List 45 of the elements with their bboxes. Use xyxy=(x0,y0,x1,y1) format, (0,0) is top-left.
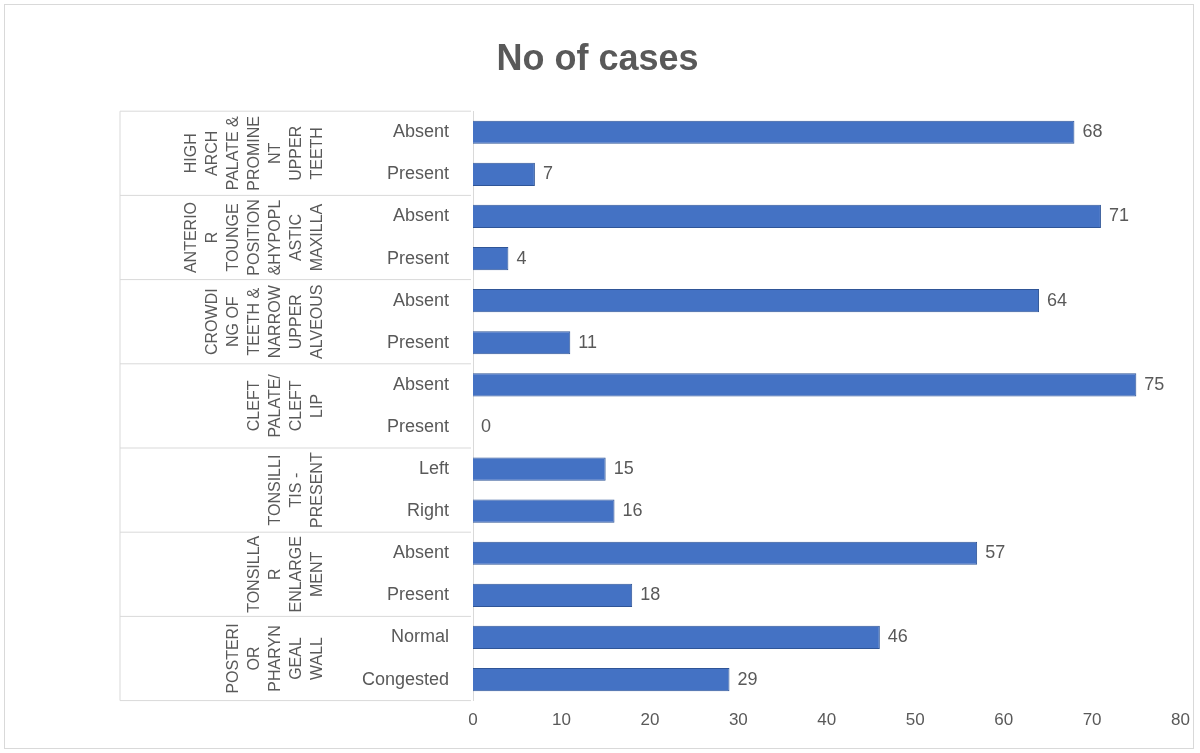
y-tick-label: Congested xyxy=(361,668,449,689)
x-tick-label: 50 xyxy=(905,710,925,730)
x-tick-label: 10 xyxy=(551,710,571,730)
y-tick-label: Absent xyxy=(392,373,449,394)
data-label: 0 xyxy=(481,415,492,436)
data-label: 57 xyxy=(985,542,1006,563)
text: TONSILLITIS - PRESENT xyxy=(266,452,326,528)
x-tick-label: 40 xyxy=(817,710,837,730)
data-label: 71 xyxy=(1108,205,1129,226)
x-tick-label: 20 xyxy=(640,710,660,730)
y-tick-label: Present xyxy=(386,247,449,268)
data-label: 16 xyxy=(622,500,643,521)
data-label: 11 xyxy=(578,331,597,352)
y-tick-label: Present xyxy=(386,584,449,605)
y-tick-label: Right xyxy=(406,500,449,521)
data-label: 64 xyxy=(1047,289,1068,310)
x-tick-label: 0 xyxy=(468,710,478,730)
data-label: 18 xyxy=(640,584,661,605)
y-tick-label: Present xyxy=(386,331,449,352)
data-label: 4 xyxy=(516,247,527,268)
x-tick-label: 70 xyxy=(1082,710,1102,730)
x-tick-label: 60 xyxy=(994,710,1014,730)
y-tick-label: Normal xyxy=(390,626,449,647)
y-tick-label: Present xyxy=(386,163,449,184)
text: ANTERIOR TOUNGE POSITION &HYPOPLASTIC MAXILLA xyxy=(182,199,326,276)
y-tick-label: Present xyxy=(386,415,449,436)
data-label: 46 xyxy=(887,626,908,647)
data-label: 15 xyxy=(613,458,634,479)
chart-title: No of cases xyxy=(496,36,699,78)
data-label: 75 xyxy=(1144,373,1165,394)
y-tick-label: Left xyxy=(418,458,449,479)
data-label: 29 xyxy=(737,668,758,689)
y-tick-label: Absent xyxy=(392,121,449,142)
y-tick-label: Absent xyxy=(392,542,449,563)
text: HIGH ARCH PALATE & PROMINENT UPPER TEETH xyxy=(182,115,326,191)
y-tick-label: Absent xyxy=(392,205,449,226)
x-tick-label: 30 xyxy=(728,710,748,730)
x-tick-label: 80 xyxy=(1171,710,1191,730)
data-label: 7 xyxy=(542,163,553,184)
text: TONSILLAR ENLARGEMENT xyxy=(245,535,326,613)
text: CROWDING OF TEETH & NARROW UPPER ALVEOUS xyxy=(203,284,326,359)
data-label: 68 xyxy=(1082,121,1103,142)
text: CLEFT PALATE/ CLEFT LIP xyxy=(245,373,326,438)
y-tick-label: Absent xyxy=(392,289,449,310)
text: POSTERIOR PHARYNGEAL WALL xyxy=(224,623,326,694)
